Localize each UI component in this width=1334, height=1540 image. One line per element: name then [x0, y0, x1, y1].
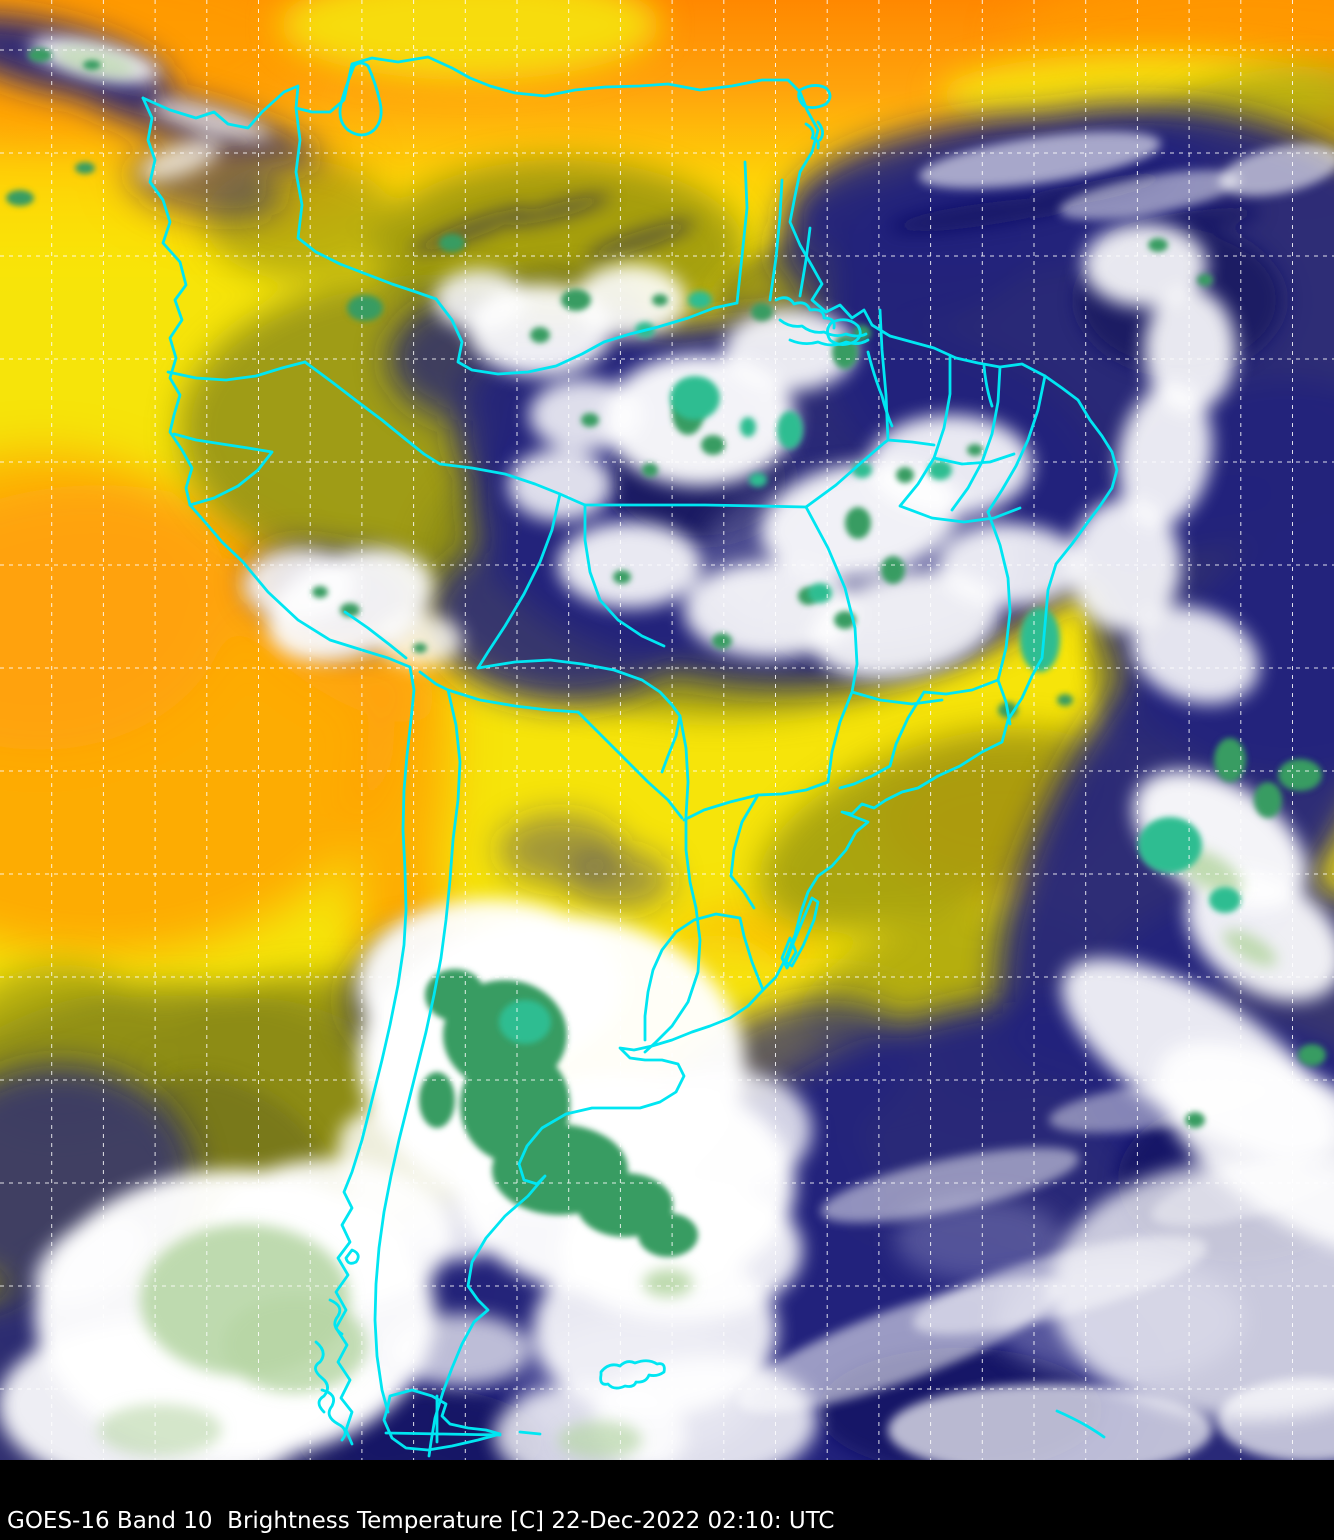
chile-fjords [314, 1248, 360, 1442]
caption-bar: GOES-16 Band 10 Brightness Temperature [… [0, 1460, 1334, 1540]
border-colombia-ecuador [166, 360, 307, 382]
tierra-del-fuego [382, 1388, 542, 1452]
orinoco-delta [804, 120, 824, 150]
border-colombia-venezuela [294, 106, 438, 301]
border-equatorial-states [583, 503, 808, 509]
south-georgia-arc [1055, 1409, 1106, 1439]
graticule [0, 0, 1334, 1460]
trinidad-island [797, 84, 832, 109]
satellite-map [0, 0, 1334, 1460]
border-uruguay-north [643, 912, 765, 1042]
border-peru-colombia-brazil [303, 360, 587, 670]
atlantic-coastline [141, 55, 1119, 1458]
borders-guianas [735, 160, 812, 305]
border-paraguay-river [678, 714, 698, 910]
lagoa-dos-patos [780, 896, 820, 970]
borders-ecuador [172, 432, 274, 507]
border-amazonas-south [583, 503, 666, 648]
border-tocantins [804, 505, 944, 784]
pacific-coastline [141, 96, 416, 1446]
rivers-north [866, 350, 994, 428]
borders-bahia-minas [756, 510, 1012, 797]
border-uruguay-river [643, 906, 702, 1054]
border-peru-bolivia [343, 610, 408, 660]
borders-ne-brazil [898, 355, 1047, 524]
border-para [804, 308, 936, 509]
border-pilcomayo [576, 710, 684, 820]
falkland-islands [599, 1359, 666, 1390]
border-venezuela-brazil [434, 297, 739, 376]
marajo-island [826, 318, 862, 346]
teal-coldest-tops [499, 291, 1241, 1044]
coastline-border-overlay [141, 55, 1119, 1458]
border-chile-argentina [373, 670, 462, 1414]
borders-south-brazil [682, 793, 760, 910]
amazon-delta [774, 296, 870, 347]
white-wispy-streaks [737, 131, 1334, 1460]
caption-text: GOES-16 Band 10 Brightness Temperature [… [7, 1508, 835, 1534]
lake-maracaibo [338, 61, 383, 137]
border-bolivia [446, 658, 682, 774]
